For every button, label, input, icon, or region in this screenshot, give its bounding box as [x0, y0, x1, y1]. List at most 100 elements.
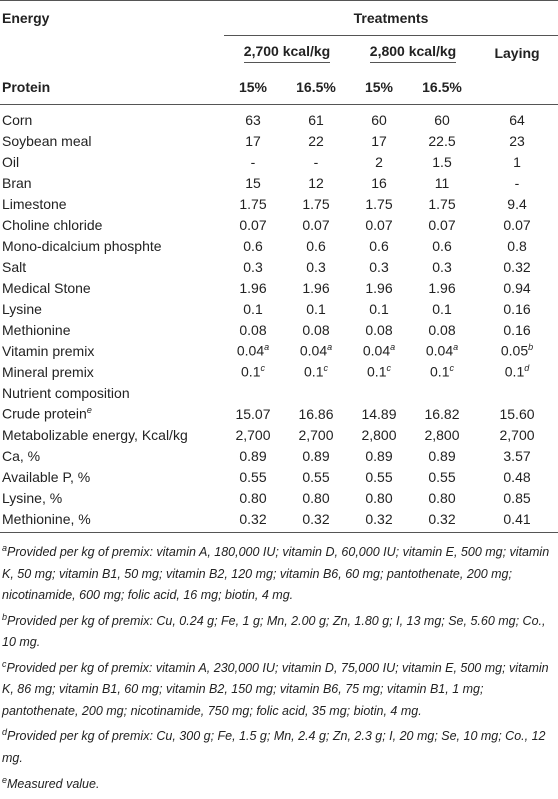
table-cell: 0.08 — [224, 319, 282, 340]
table-cell: 0.08 — [282, 319, 350, 340]
superscript: c — [2, 658, 7, 669]
table-cell: 0.04a — [350, 340, 408, 361]
cell-text: 0.80 — [302, 489, 330, 506]
cell-text: 14.89 — [361, 405, 397, 422]
table-cell: 0.3 — [350, 256, 408, 277]
header-row: Energy Treatments — [0, 0, 558, 36]
superscript: a — [453, 342, 459, 353]
table-cell: 11 — [408, 172, 476, 193]
cell-text: 0.55 — [365, 468, 393, 485]
table-cell: 61 — [282, 105, 350, 131]
table-cell: 0.55 — [350, 466, 408, 487]
superscript: d — [524, 363, 530, 374]
table-cell: 2,800 — [408, 424, 476, 445]
table-cell: 0.1c — [282, 361, 350, 382]
table-cell: - — [282, 151, 350, 172]
cell-text: 2,700 — [298, 426, 334, 443]
row-label: Oil — [0, 151, 224, 172]
header-cell: Treatments — [224, 0, 558, 36]
cell-text: Corn — [2, 111, 33, 128]
table-cell: 15 — [224, 172, 282, 193]
cell-text: - — [313, 153, 319, 170]
table-cell: 2,800 — [350, 424, 408, 445]
cell-text: 9.4 — [507, 195, 527, 212]
header-cell: Laying — [494, 45, 540, 61]
superscript: c — [449, 363, 454, 374]
cell-text: 1.96 — [302, 279, 330, 296]
table-row: Mineral premix 0.1c 0.1c 0.1c 0.1c 0.1d — [0, 361, 558, 382]
table-cell: 0.32 — [350, 508, 408, 533]
cell-text: 1.75 — [239, 195, 267, 212]
table-row: Choline chloride 0.07 0.07 0.07 0.07 0.07 — [0, 214, 558, 235]
table-cell: 1.75 — [282, 193, 350, 214]
cell-text: 15.60 — [499, 405, 535, 422]
row-label: Choline chloride — [0, 214, 224, 235]
table-cell: 0.48 — [476, 466, 558, 487]
table-cell: 0.6 — [350, 235, 408, 256]
table-cell: - — [224, 151, 282, 172]
cell-text: - — [250, 153, 256, 170]
cell-text: 2,800 — [361, 426, 397, 443]
cell-text: 17 — [371, 132, 387, 149]
table-row: Medical Stone 1.96 1.96 1.96 1.96 0.94 — [0, 277, 558, 298]
cell-text: 60 — [371, 111, 387, 128]
cell-text: Salt — [2, 258, 27, 275]
footnote: aProvided per kg of premix: vitamin A, 1… — [2, 538, 554, 607]
table-cell: 16 — [350, 172, 408, 193]
table-cell: 60 — [408, 105, 476, 131]
table-row: Bran 15 12 16 11 - — [0, 172, 558, 193]
row-label: Available P, % — [0, 466, 224, 487]
table-cell: 0.07 — [408, 214, 476, 235]
table-cell: 0.6 — [282, 235, 350, 256]
table-cell: 0.04a — [224, 340, 282, 361]
cell-text: 0.6 — [369, 237, 389, 254]
table-cell: 0.07 — [350, 214, 408, 235]
cell-text: 0.32 — [302, 510, 330, 527]
cell-text: 0.55 — [302, 468, 330, 485]
cell-text: 0.6 — [243, 237, 263, 254]
table-cell: 0.89 — [224, 445, 282, 466]
table-cell: 1.75 — [408, 193, 476, 214]
table: Energy Treatments 2,700 kcal/kg 2,800 kc… — [0, 0, 558, 533]
table-row: Soybean meal 17 22 17 22.5 23 — [0, 130, 558, 151]
table-cell: 2 — [350, 151, 408, 172]
table-cell: 22.5 — [408, 130, 476, 151]
cell-text: 3.57 — [503, 447, 531, 464]
table-cell: 1 — [476, 151, 558, 172]
footnotes: aProvided per kg of premix: vitamin A, 1… — [0, 533, 558, 795]
superscript: a — [390, 342, 396, 353]
table-cell: 0.32 — [224, 508, 282, 533]
cell-text: 0.07 — [302, 216, 330, 233]
superscript: a — [2, 543, 8, 553]
cell-text: 60 — [434, 111, 450, 128]
cell-text: 1.96 — [239, 279, 267, 296]
row-label: Methionine, % — [0, 508, 224, 533]
cell-text: 0.55 — [239, 468, 267, 485]
table-cell: 0.55 — [282, 466, 350, 487]
table-cell: 0.32 — [408, 508, 476, 533]
cell-text: 2 — [375, 153, 383, 170]
header-cell: 16.5% — [408, 70, 476, 105]
cell-text: Nutrient composition — [2, 384, 130, 401]
row-label: Salt — [0, 256, 224, 277]
cell-text: 0.08 — [302, 321, 330, 338]
cell-text: Lysine — [2, 300, 42, 317]
table-cell: 0.32 — [476, 256, 558, 277]
table-cell: 0.1 — [350, 298, 408, 319]
table-cell: 0.55 — [224, 466, 282, 487]
table-cell: 1.96 — [224, 277, 282, 298]
table-cell: 0.1c — [224, 361, 282, 382]
row-label: Mineral premix — [0, 361, 224, 382]
cell-text: 23 — [509, 132, 525, 149]
cell-text: 0.80 — [428, 489, 456, 506]
table-cell — [224, 382, 558, 403]
table-cell: 17 — [224, 130, 282, 151]
table-cell: 1.5 — [408, 151, 476, 172]
cell-text: 1.96 — [365, 279, 393, 296]
header-row: Protein 15% 16.5% 15% 16.5% — [0, 70, 558, 105]
table-row: Crude proteine 15.07 16.86 14.89 16.82 15.60 — [0, 403, 558, 424]
cell-text: Bran — [2, 174, 32, 191]
cell-text: 0.04 — [299, 342, 328, 359]
cell-text: Methionine — [2, 321, 71, 338]
cell-text: 0.48 — [503, 468, 531, 485]
